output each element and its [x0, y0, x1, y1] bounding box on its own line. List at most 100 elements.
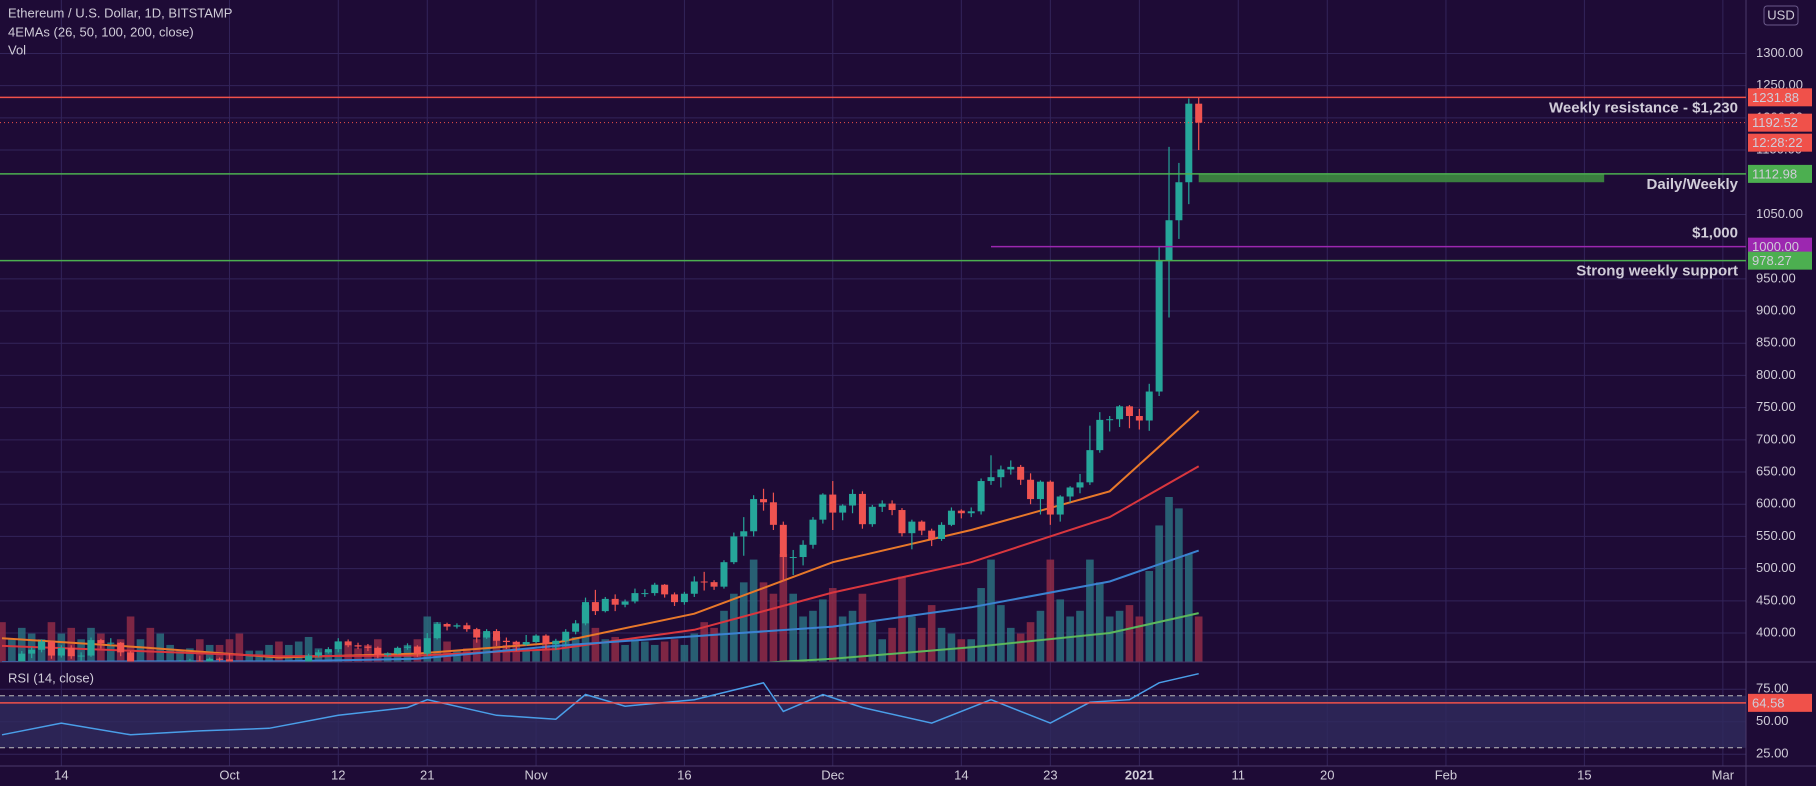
x-tick-label: 2021	[1125, 767, 1154, 782]
volume-bar	[532, 650, 540, 662]
candle-body	[997, 469, 1005, 478]
rsi-tick-label: 75.00	[1756, 681, 1789, 696]
candle-body	[324, 649, 332, 653]
volume-bar	[126, 616, 135, 662]
volume-bar	[917, 627, 926, 662]
volume-bar	[1016, 633, 1025, 662]
price-pane	[0, 97, 1605, 662]
volume-bar	[641, 641, 649, 662]
candle-body	[651, 584, 659, 594]
candle-body	[1135, 416, 1143, 421]
volume-bar	[1056, 599, 1065, 662]
candle-body	[947, 510, 955, 525]
x-tick-label: 21	[420, 767, 434, 782]
candle-body	[1066, 487, 1074, 497]
candle-body	[334, 641, 342, 650]
candle-body	[769, 502, 777, 525]
candle-body	[28, 649, 36, 654]
candle-body	[216, 658, 224, 660]
volume-bar	[710, 627, 718, 662]
volume-bar	[1105, 616, 1114, 662]
volume-bar	[492, 636, 501, 662]
volume-bar	[967, 639, 976, 662]
candle-body	[1017, 466, 1025, 480]
candle-body	[1195, 103, 1203, 123]
candle-body	[1007, 466, 1015, 470]
x-tick-label: Dec	[821, 767, 845, 782]
candle-body	[127, 652, 135, 662]
candle-body	[413, 646, 421, 654]
volume-bar	[927, 605, 936, 662]
candle-body	[77, 655, 85, 657]
level-annotation: Weekly resistance - $1,230	[1549, 99, 1738, 116]
candle-body	[433, 624, 441, 639]
volume-bar	[275, 641, 283, 662]
volume-bar	[552, 641, 560, 662]
candle-body	[502, 640, 510, 643]
x-tick-label: Nov	[524, 767, 548, 782]
price-label-box	[1748, 164, 1812, 183]
volume-bar	[0, 622, 6, 662]
volume-bar	[166, 644, 174, 662]
volume-bar	[977, 588, 985, 662]
candle-body	[1096, 419, 1104, 451]
candle-body	[938, 524, 946, 540]
currency-button[interactable]	[1763, 5, 1799, 26]
volume-bar	[176, 650, 184, 662]
candle-body	[97, 640, 105, 644]
candle-body	[789, 557, 797, 559]
candle-body	[512, 642, 520, 645]
volume-bar	[1066, 616, 1074, 662]
countdown: 12:28:22	[1752, 135, 1803, 150]
level-annotation: Strong weekly support	[1576, 263, 1738, 280]
y-tick-label: 1050.00	[1756, 206, 1803, 221]
volume-bar	[739, 582, 748, 662]
level-annotation: Daily/Weekly	[1647, 176, 1739, 193]
candle-body	[552, 640, 560, 644]
candle-body	[750, 499, 758, 532]
volume-bar	[1006, 627, 1015, 662]
volume-bar	[245, 650, 254, 662]
volume-bar	[848, 610, 857, 662]
price-label-box	[1748, 693, 1812, 712]
candle-body	[67, 647, 75, 657]
x-tick-label: 16	[677, 767, 691, 782]
volume-bar	[987, 559, 995, 662]
price-label: 64.58	[1752, 695, 1785, 710]
volume-bar	[730, 593, 738, 662]
volume-bar	[186, 648, 194, 662]
volume-bar	[838, 616, 847, 662]
candle-body	[779, 524, 787, 558]
volume-bar	[1155, 525, 1163, 662]
volume-bar	[1036, 610, 1045, 662]
volume-bar	[77, 639, 85, 662]
x-tick-label: Oct	[219, 767, 240, 782]
volume-bar	[779, 553, 788, 662]
candle-body	[403, 646, 411, 648]
candle-body	[957, 510, 965, 514]
candle-body	[493, 631, 500, 641]
volume-bar	[828, 588, 837, 662]
candle-body	[384, 653, 392, 655]
candle-body	[928, 530, 936, 540]
volume-bar	[591, 627, 600, 662]
volume-bar	[749, 559, 758, 662]
candle-body	[710, 582, 718, 587]
price-label: 1192.52	[1752, 115, 1798, 130]
y-tick-label: 450.00	[1756, 592, 1796, 607]
candle-body	[394, 647, 402, 654]
volume-bar	[581, 605, 590, 662]
volume-bar	[888, 627, 896, 662]
volume-bar	[680, 644, 689, 662]
ema-line	[760, 612, 1199, 662]
volume-bar	[542, 644, 550, 662]
volume-bar	[571, 636, 580, 662]
volume-bar	[17, 627, 26, 662]
candle-body	[908, 521, 916, 534]
rsi-tick-label: 25.00	[1756, 746, 1789, 761]
volume-bar	[1125, 605, 1134, 662]
candle-body	[819, 494, 827, 520]
volume-bar	[522, 650, 530, 662]
volume-bar	[1086, 559, 1094, 662]
